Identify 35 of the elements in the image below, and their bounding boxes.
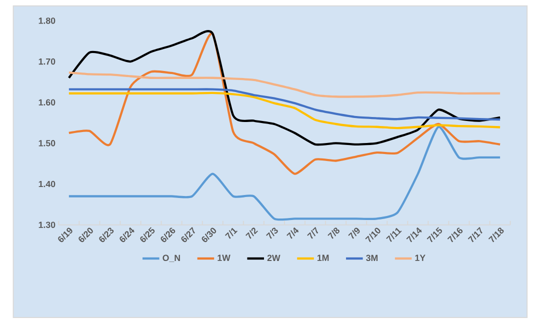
y-tick-label: 1.80: [38, 17, 56, 24]
legend-label: 3M: [366, 254, 378, 261]
legend-label: 1Y: [415, 254, 426, 261]
line-series: [68, 32, 502, 175]
y-tick-label: 1.30: [38, 221, 56, 228]
y-tick-label: 1.40: [38, 180, 56, 187]
x-tick-label: 7/10: [365, 228, 380, 242]
x-tick-label: 6/24: [120, 227, 134, 242]
x-tick-label: 6/19: [58, 228, 72, 242]
x-tick-label: 7/4: [286, 227, 299, 239]
y-tick-label: 1.70: [38, 58, 56, 64]
x-tick-label: 7/11: [386, 228, 402, 242]
x-tick-label: 7/9: [348, 228, 360, 239]
x-tick-label: 7/8: [328, 227, 340, 239]
x-tick-label: 6/23: [99, 227, 114, 242]
x-tick-label: 6/20: [78, 228, 93, 242]
legend-label: 2W: [267, 254, 280, 261]
y-tick-label: 1.60: [38, 99, 56, 106]
x-tick-label: 7/14: [406, 227, 422, 242]
x-tick-label: 7/18: [488, 227, 504, 242]
x-tick-label: 7/7: [307, 226, 318, 239]
x-tick-label: 7/16: [447, 227, 463, 242]
legend-label: 1W: [218, 254, 230, 261]
y-tick-label: 1.50: [38, 140, 56, 146]
line-series: [68, 88, 502, 120]
line-series: [68, 92, 502, 129]
legend-label: 1M: [317, 254, 329, 261]
line-series: [68, 71, 502, 98]
x-tick-label: 7/3: [266, 227, 278, 239]
x-tick-label: 7/1: [224, 228, 238, 239]
x-tick-label: 6/26: [160, 227, 176, 242]
x-tick-label: 6/30: [202, 228, 216, 242]
x-tick-label: 7/2: [246, 227, 258, 239]
legend-label: O_N: [162, 254, 180, 262]
line-series: [68, 126, 502, 221]
